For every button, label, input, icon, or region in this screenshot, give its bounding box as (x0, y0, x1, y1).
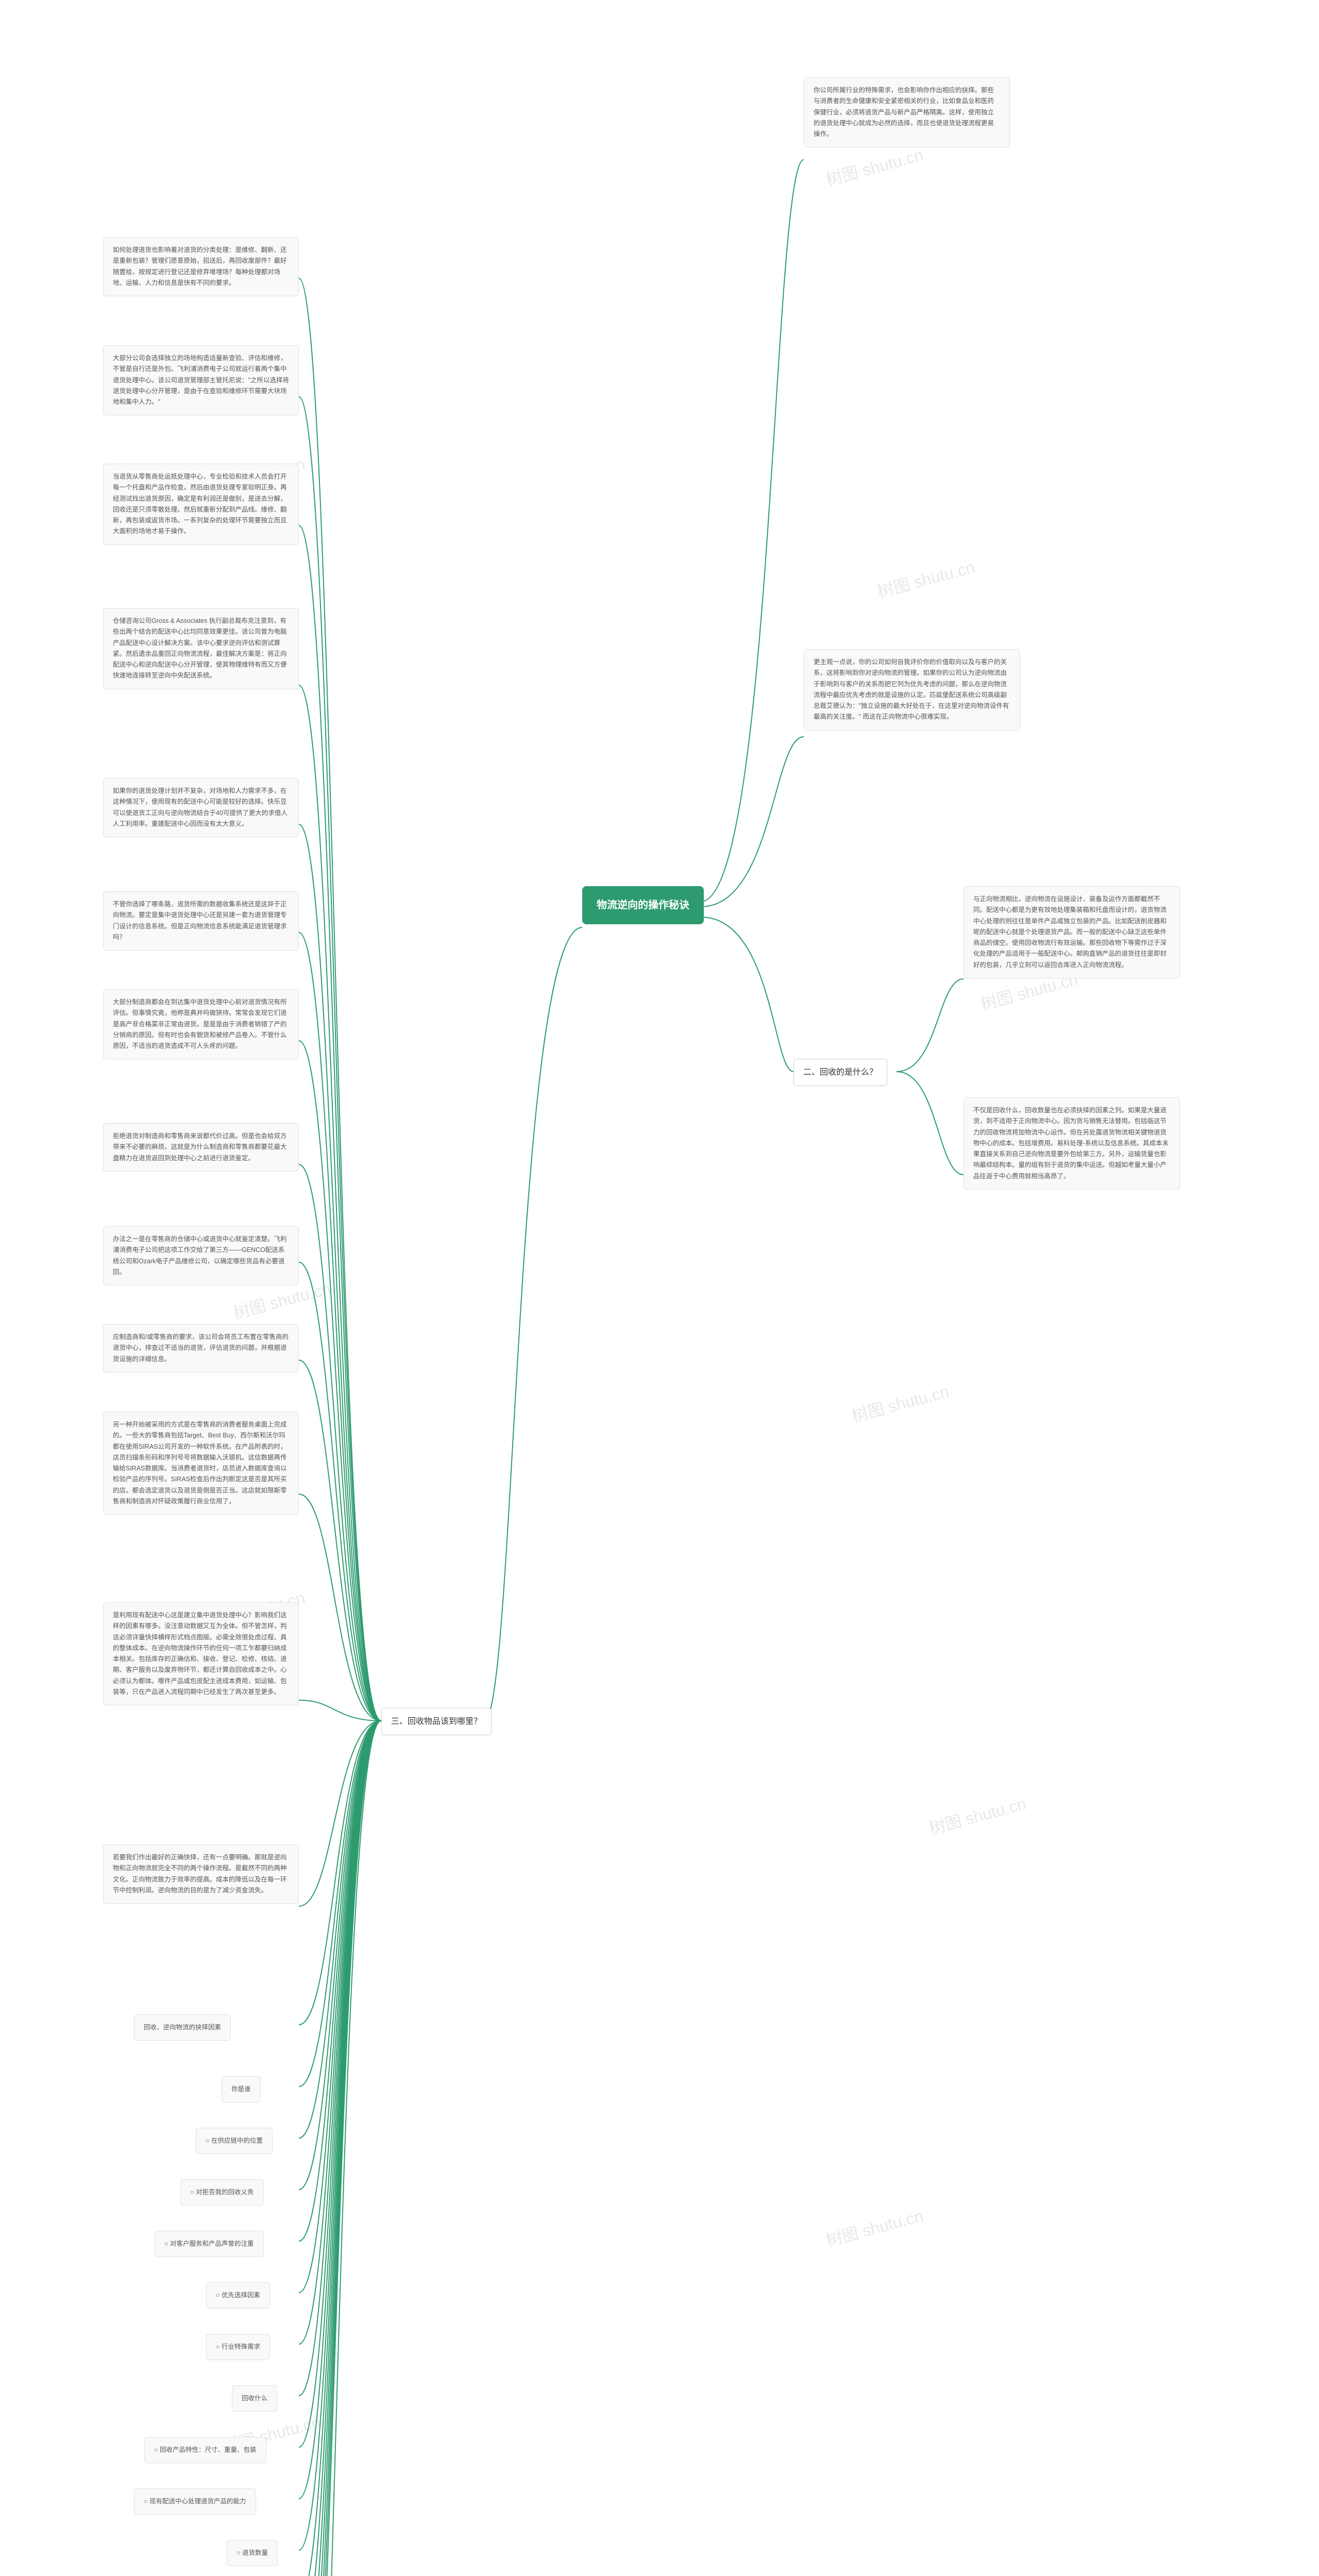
left-leaf-17[interactable]: ○ 对客户服务和产品声誉的注重 (155, 2231, 264, 2257)
root-node[interactable]: 物流逆向的操作秘诀 (582, 886, 704, 924)
left-leaf-3[interactable]: 仓储咨询公司Gross & Associates 执行副总裁布克注意到，有些出两… (103, 608, 299, 689)
left-leaf-18[interactable]: ○ 优先选择因素 (206, 2282, 270, 2309)
left-leaf-0[interactable]: 如何处理退货也影响着对退货的分类处理：是维修、翻新、还是重新包装？管理们愿意原始… (103, 237, 299, 296)
left-leaf-14[interactable]: 你是谁 (222, 2076, 261, 2103)
left-leaf-8[interactable]: 办法之一是在零售商的仓储中心或退货中心就鉴定清楚。飞利浦消费电子公司把这项工作交… (103, 1226, 299, 1285)
watermark: 树图 shutu.cn (849, 1379, 951, 1428)
watermark: 树图 shutu.cn (823, 142, 925, 191)
left-leaf-4[interactable]: 如果你的退货处理计划并不复杂，对场地和人力需求不多，在这种情况下，使用现有的配送… (103, 778, 299, 837)
left-leaf-6[interactable]: 大部分制造商都会在到达集中退货处理中心前对退货情况有所评估。但事情究竟，他称是典… (103, 989, 299, 1059)
watermark: 树图 shutu.cn (926, 1791, 1028, 1840)
leaf-industry-needs[interactable]: 你公司所属行业的特殊需求，也会影响你作出相应的抉择。那些与消费者的生命健康和安全… (804, 77, 1010, 147)
left-leaf-10[interactable]: 另一种开始被采用的方式是在零售商的消费者服务桌面上完成的。一些大的零售商包括Ta… (103, 1412, 299, 1515)
left-leaf-20[interactable]: 回收什么 (232, 2385, 277, 2412)
leaf-company-evaluation[interactable]: 更主观一点说，你的公司如何自我评价你的价值取向以及与客户的关系，这将影响到你对逆… (804, 649, 1020, 731)
left-leaf-1[interactable]: 大部分公司会选择独立的场地构造适量新查验、评估和维修，不管是自行还是外包。飞利浦… (103, 345, 299, 415)
left-leaf-22[interactable]: ○ 现有配送中心处理退货产品的能力 (134, 2488, 256, 2515)
left-leaf-16[interactable]: ○ 对拒否我的回收义务 (180, 2179, 264, 2206)
watermark: 树图 shutu.cn (874, 554, 977, 603)
left-leaf-21[interactable]: ○ 回收产品特性：尺寸、重量、包装 (144, 2437, 266, 2463)
left-leaf-12[interactable]: 若要我们作出最好的正确快择，还有一点要明确。那就是逆向物和正向物流就完全不同的两… (103, 1844, 299, 1904)
left-leaf-19[interactable]: ○ 行业特殊需求 (206, 2334, 270, 2360)
left-leaf-23[interactable]: ○ 退货数量 (227, 2540, 278, 2566)
leaf-section2-1[interactable]: 与正向物流相比，逆向物流在设施设计、装备及运作方面都截然不同。配送中心都是为更有… (963, 886, 1180, 978)
branch-section-3[interactable]: 三、回收物品该到哪里？ (381, 1708, 492, 1735)
left-leaf-11[interactable]: 是利用现有配送中心这是建立集中退货处理中心？影响我们这样的因素有哪多。没注意动数… (103, 1602, 299, 1705)
left-leaf-15[interactable]: ○ 在供应链中的位置 (196, 2128, 273, 2154)
branch-section-2[interactable]: 二、回收的是什么？ (793, 1059, 887, 1086)
left-leaf-7[interactable]: 拒绝退货对制造商和零售商来说都代价过高。但是也会给双方带来不必要的麻烦。这就是为… (103, 1123, 299, 1172)
left-leaf-2[interactable]: 当退货从零售商处运抵处理中心，专业检验和技术人员会打开每一个托盘和产品作检查。然… (103, 464, 299, 545)
left-leaf-9[interactable]: 应制造商和/或零售商的要求，该公司会将员工布置在零售商的退货中心，排查过不适当的… (103, 1324, 299, 1372)
watermark: 树图 shutu.cn (823, 2203, 925, 2252)
left-leaf-13[interactable]: 回收，逆向物流的抉择因素 (134, 2014, 231, 2041)
left-leaf-5[interactable]: 不管你选择了哪条路，退货所需的数据收集系统还是这异于正向物流。要定是集中退货处理… (103, 891, 299, 951)
leaf-section2-2[interactable]: 不仅是回收什么，回收数量也在必须抉择的因素之列。如果是大量退货，到不适用于正向物… (963, 1097, 1180, 1190)
